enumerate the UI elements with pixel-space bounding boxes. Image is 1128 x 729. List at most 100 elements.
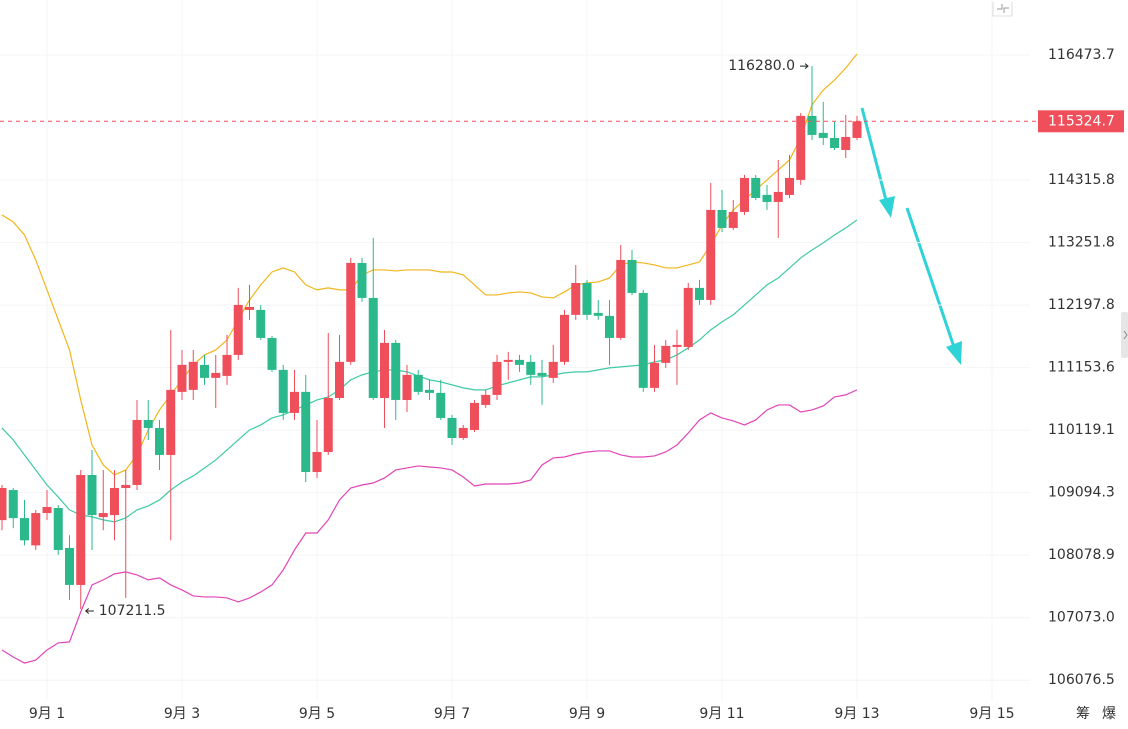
- candle-body: [436, 392, 446, 418]
- candle-body: [391, 342, 401, 400]
- candle-body: [65, 547, 74, 585]
- candle-body: [830, 137, 839, 149]
- candle-body: [751, 177, 761, 198]
- arrow-head: [879, 196, 895, 218]
- x-tick-label: 9月 5: [299, 706, 335, 722]
- candle-body: [256, 309, 266, 338]
- arrow-shaft: [905, 207, 957, 351]
- candle-body: [548, 361, 558, 378]
- x-tick-label: 9月 9: [569, 706, 605, 722]
- low-annotation: 107211.5: [99, 603, 166, 619]
- x-tick-label: 9月 15: [969, 706, 1014, 722]
- candle-body: [53, 508, 63, 550]
- candle-body: [211, 372, 221, 378]
- candle-body: [425, 389, 434, 393]
- candle-body: [447, 417, 457, 438]
- x-tick-label: 9月 3: [164, 706, 200, 722]
- fullscreen-icon[interactable]: [992, 2, 1013, 17]
- candle-body: [582, 283, 592, 315]
- candle-body: [728, 211, 738, 228]
- candle-body: [638, 292, 648, 388]
- candle-body: [413, 374, 423, 392]
- x-tick-label: 9月 7: [434, 706, 470, 722]
- icon-frame: [992, 2, 1013, 17]
- candle-body: [323, 397, 333, 452]
- candle-body: [245, 306, 254, 310]
- candle-body: [492, 361, 502, 395]
- band-line: [1, 389, 858, 664]
- candle-body: [717, 209, 727, 228]
- candle-body: [695, 287, 704, 300]
- candle-body: [706, 209, 716, 300]
- candle-body: [526, 361, 536, 375]
- y-tick-label: 108078.9: [1048, 547, 1115, 563]
- candle-body: [200, 364, 209, 378]
- candle-body: [76, 474, 86, 585]
- candle-body: [841, 136, 851, 150]
- candle-body: [481, 394, 491, 405]
- arrow-head: [946, 341, 962, 365]
- candle-body: [560, 314, 569, 362]
- candle-body: [368, 297, 378, 398]
- candle-body: [20, 518, 29, 541]
- candle-body: [672, 344, 682, 347]
- corner-label[interactable]: 筹: [1076, 705, 1090, 722]
- candle-body: [0, 488, 7, 521]
- scroll-arrow: [1123, 330, 1128, 340]
- icon-glyph: [997, 4, 1009, 13]
- candle-body: [278, 369, 288, 413]
- low-arrow: [84, 608, 94, 614]
- candle-body: [132, 419, 142, 485]
- candle-body: [166, 389, 176, 455]
- y-tick-label: 107073.0: [1048, 610, 1115, 626]
- candle-body: [31, 513, 41, 546]
- y-tick-label: 106076.5: [1048, 672, 1115, 688]
- candle-body: [616, 259, 626, 338]
- corner-label[interactable]: 爆: [1102, 706, 1116, 722]
- candle-body: [290, 391, 299, 413]
- candle-body: [233, 304, 243, 355]
- candle-body: [42, 507, 52, 514]
- candle-body: [807, 115, 817, 135]
- last-price-label: 115324.7: [1048, 113, 1115, 129]
- x-tick-label: 9月 1: [29, 706, 65, 722]
- candle-body: [762, 194, 772, 202]
- candle-body: [852, 121, 862, 138]
- candle-body: [785, 177, 794, 195]
- x-tick-label: 9月 11: [699, 706, 744, 722]
- candle-body: [402, 374, 412, 400]
- candle-body: [301, 391, 311, 472]
- candle-body: [121, 484, 131, 489]
- scroll-handle[interactable]: [1121, 312, 1128, 358]
- grid: [0, 54, 1030, 681]
- candle-body: [515, 359, 524, 365]
- candle-body: [740, 177, 749, 212]
- candle-body: [796, 115, 806, 180]
- y-tick-label: 111153.6: [1048, 360, 1115, 376]
- candle-body: [267, 337, 277, 370]
- high-arrow: [800, 63, 809, 70]
- y-tick-label: 113251.8: [1048, 235, 1115, 251]
- candle-body: [773, 191, 783, 202]
- candle-body: [143, 419, 153, 428]
- candle-body: [188, 361, 198, 390]
- candle-body: [593, 312, 603, 316]
- candle-body: [650, 362, 659, 388]
- y-tick-label: 114315.8: [1048, 172, 1115, 188]
- candle-body: [98, 513, 108, 518]
- candle-body: [605, 315, 614, 338]
- forecast-arrows: [860, 107, 962, 365]
- candles: [0, 66, 862, 610]
- y-tick-label: 110119.1: [1048, 422, 1115, 438]
- candle-body: [177, 364, 187, 392]
- candle-body: [222, 354, 232, 376]
- candle-body: [470, 402, 479, 430]
- band-line: [1, 219, 858, 523]
- candle-body: [818, 132, 828, 138]
- candle-body: [357, 262, 367, 298]
- candle-body: [312, 451, 322, 472]
- high-annotation: 116280.0: [728, 58, 795, 74]
- candle-body: [503, 359, 513, 362]
